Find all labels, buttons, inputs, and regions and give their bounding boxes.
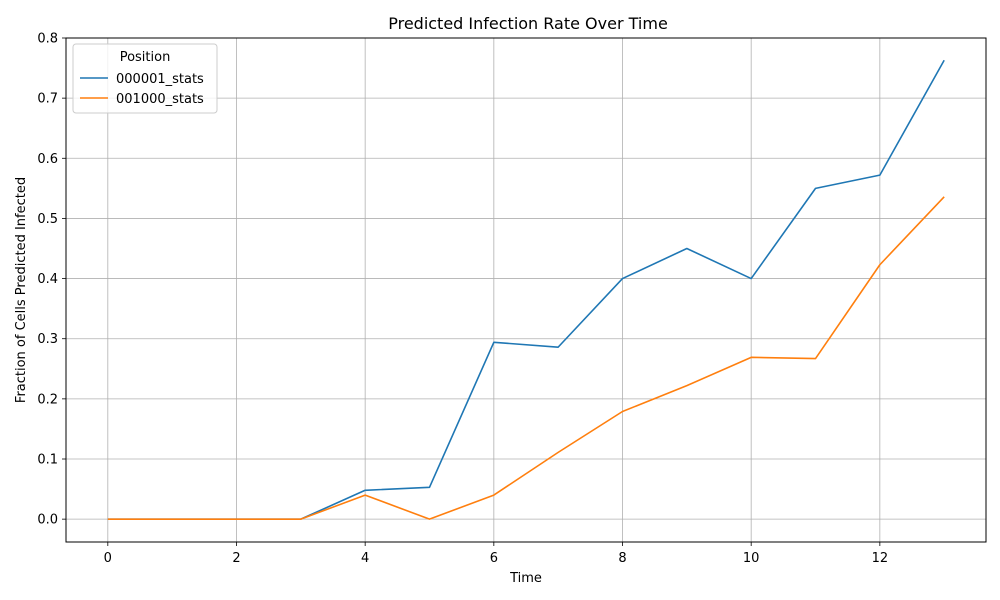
x-tick-label: 10 [743,551,760,566]
chart-title: Predicted Infection Rate Over Time [388,14,668,33]
plot-frame [65,37,987,543]
series-line-000001_stats [107,59,945,520]
legend-label-001000: 001000_stats [116,92,204,107]
y-tick-label: 0.2 [37,392,58,407]
series-lines [107,59,945,520]
y-tick-label: 0.4 [37,272,58,287]
x-tick-label: 2 [232,551,240,566]
legend: Position 000001_stats 001000_stats [72,43,218,114]
y-tick-label: 0.3 [37,332,58,347]
y-tick-label: 0.7 [37,92,58,107]
y-tick-label: 0.0 [37,513,58,528]
y-tick-label: 0.1 [37,453,58,468]
axis-ticks: 0 2 4 6 8 10 12 0.0 0.1 0.2 0.3 0.4 0.5 0.6 0.7 0.8 [37,32,888,567]
y-tick-label: 0.8 [37,32,58,47]
grid-lines [66,37,986,542]
x-tick-label: 6 [490,551,498,566]
legend-box [72,43,218,114]
y-tick-label: 0.6 [37,152,58,167]
x-tick-label: 8 [618,551,626,566]
x-tick-label: 0 [104,551,112,566]
y-tick-label: 0.5 [37,212,58,227]
x-tick-label: 12 [872,551,889,566]
y-axis-label: Fraction of Cells Predicted Infected [14,177,29,403]
x-axis-label: Time [509,571,542,586]
series-line-001000_stats [107,196,945,520]
legend-label-000001: 000001_stats [116,72,204,87]
legend-title: Position [120,50,171,65]
x-tick-label: 4 [361,551,369,566]
